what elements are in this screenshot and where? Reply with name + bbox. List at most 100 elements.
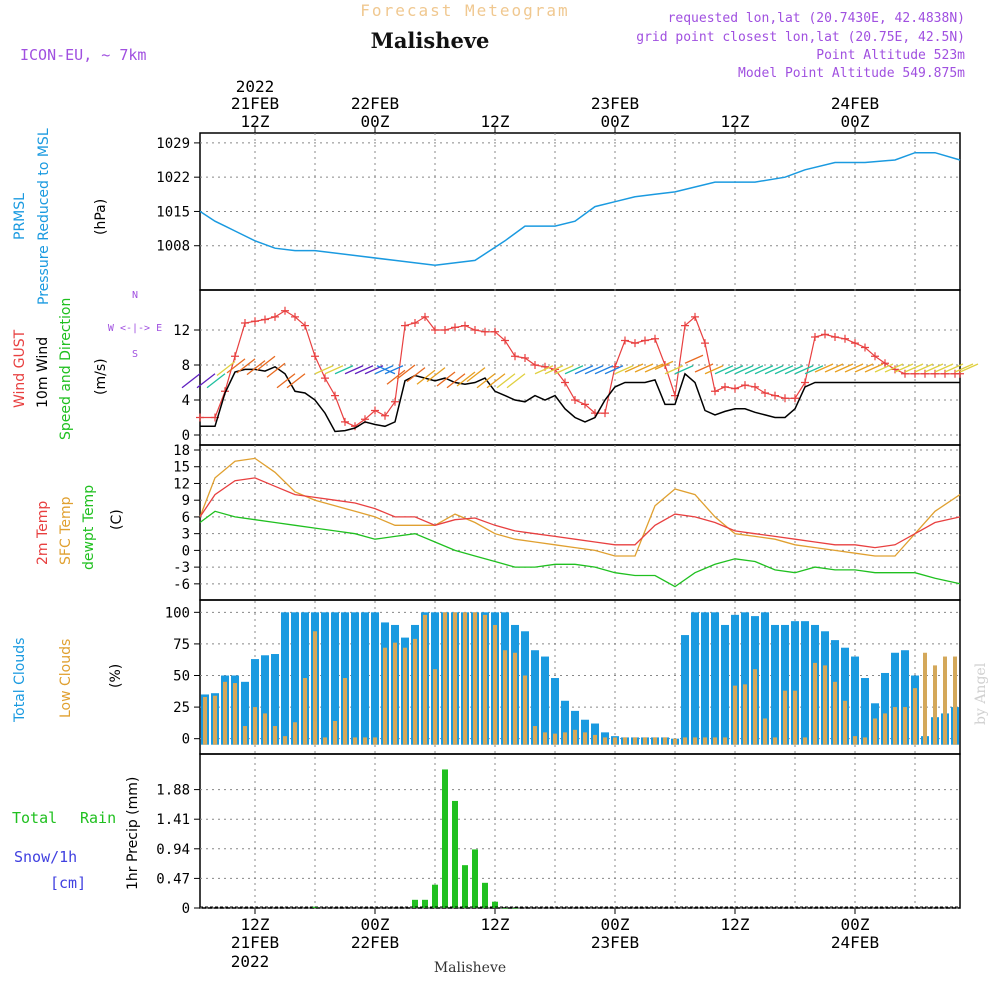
low-cloud-bar — [433, 669, 437, 745]
low-cloud-bar — [703, 737, 707, 745]
bottom-date-label: 22FEB — [351, 933, 399, 952]
total-cloud-bar — [241, 681, 249, 745]
total-cloud-bar — [561, 700, 569, 745]
precip-bar — [472, 849, 478, 908]
wind-speed-dir-label: Speed and Direction — [58, 298, 74, 440]
low-cloud-bar — [643, 737, 647, 745]
low-cloud-bar — [383, 647, 387, 745]
gust-point — [921, 369, 929, 378]
gust-point — [251, 317, 259, 326]
precip-bar — [432, 884, 438, 908]
ytick-label-temp: -6 — [173, 577, 190, 593]
bottom-date-label: 24FEB — [831, 933, 879, 952]
ytick-label-clouds: 50 — [173, 669, 190, 685]
gust-point — [841, 334, 849, 343]
wind-direction-arrow — [344, 365, 364, 375]
wind-direction-arrow — [784, 365, 804, 375]
ytick-label-wind: 0 — [182, 428, 190, 444]
total-cloud-bar — [801, 621, 809, 745]
low-cloud-bar — [483, 614, 487, 745]
low-cloud-bar — [203, 696, 207, 745]
low-cloud-bar — [443, 612, 447, 745]
gust-point — [411, 319, 419, 327]
wind-direction-arrow — [954, 363, 974, 373]
low-cloud-bar — [903, 707, 907, 745]
low-cloud-bar — [883, 713, 887, 745]
gust-point — [741, 381, 749, 390]
precip-unit: 1hr Precip (mm) — [125, 777, 141, 890]
low-cloud-bar — [253, 707, 257, 745]
total-cloud-bar — [881, 672, 889, 745]
gust-point — [621, 336, 629, 345]
low-cloud-bar — [913, 688, 917, 745]
gust-point — [601, 409, 609, 418]
gust-point — [231, 352, 239, 361]
ytick-label-temp: 6 — [182, 510, 190, 526]
wind-direction-arrow — [276, 373, 296, 389]
wind-direction-arrow — [664, 365, 684, 375]
prmsl-line — [199, 151, 961, 267]
data-layer — [181, 151, 979, 909]
total-cloud-bar — [691, 612, 699, 745]
low-cloud-bar — [583, 732, 587, 745]
bottom-hour-label: 12Z — [721, 915, 750, 934]
gust-point — [311, 352, 319, 361]
gust-point — [561, 378, 569, 387]
gust-point — [471, 326, 479, 334]
wind-direction-arrow — [396, 364, 416, 380]
total-rain-label: Total — [12, 809, 57, 827]
gust-point — [761, 389, 769, 397]
wind-direction-arrow — [436, 371, 456, 387]
wind-direction-arrow — [604, 365, 624, 375]
wind-direction-arrow — [384, 365, 404, 375]
gust-point — [501, 336, 509, 345]
low-cloud-bar — [563, 732, 567, 745]
wind-direction-arrow — [694, 363, 714, 373]
total-cloud-bar — [591, 723, 599, 745]
total-cloud-bar — [901, 650, 909, 745]
gust-point — [391, 397, 399, 406]
low-cloud-bar — [723, 737, 727, 745]
wind-direction-arrow — [959, 363, 979, 373]
wind-direction-arrow — [574, 365, 594, 375]
precip-bar — [462, 865, 468, 908]
total-cloud-bar — [791, 621, 799, 745]
wind-direction-arrow — [914, 363, 934, 373]
low-cloud-bar — [473, 612, 477, 745]
low-cloud-bar — [293, 722, 297, 745]
gust-point — [511, 352, 519, 361]
precip-bar — [452, 800, 458, 908]
wind-direction-arrow — [894, 363, 914, 373]
gust-point — [271, 312, 279, 321]
bottom-year: 2022 — [231, 952, 270, 971]
bottom-hour-label: 00Z — [841, 915, 870, 934]
watermark: by Angel — [973, 662, 989, 725]
gust-point — [941, 369, 949, 378]
low-cloud-bar — [793, 690, 797, 745]
wind-direction-arrow — [584, 365, 604, 375]
wind-direction-arrow — [554, 365, 574, 375]
total-cloud-bar — [351, 612, 359, 745]
compass-south: S — [132, 349, 138, 360]
top-year: 2022 — [236, 77, 275, 96]
low-cloud-bar — [553, 733, 557, 745]
low-cloud-bar — [603, 737, 607, 745]
low-cloud-bar — [323, 737, 327, 745]
wind-line — [200, 365, 960, 433]
ytick-label-temp: 15 — [173, 460, 190, 476]
precip-bar — [442, 769, 448, 908]
top-hour-label: 00Z — [841, 112, 870, 131]
temp-labels: 2m Temp SFC Temp dewpt Temp (C) — [35, 485, 125, 570]
gust-point — [421, 312, 429, 321]
ytick-label-precip: 1.41 — [156, 812, 190, 828]
low-cloud-bar — [783, 690, 787, 745]
gust-point — [331, 391, 339, 400]
gust-point — [381, 411, 389, 420]
gust-point — [721, 382, 729, 391]
total-cloud-bar — [551, 678, 559, 745]
precip-bar — [492, 901, 498, 908]
top-date-label: 22FEB — [351, 94, 399, 113]
wind-direction-arrow — [684, 354, 704, 364]
wind-direction-arrow — [854, 363, 874, 373]
low-cloud-bar — [593, 734, 597, 745]
